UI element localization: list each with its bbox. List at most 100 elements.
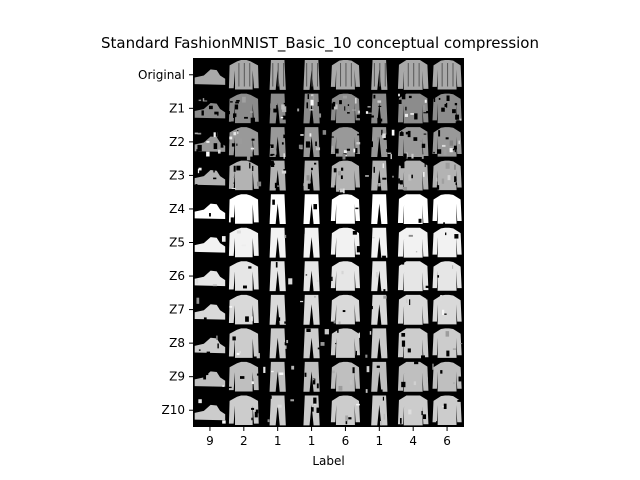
noise-mark <box>229 136 233 140</box>
noise-mark <box>316 407 320 413</box>
noise-mark <box>194 165 197 168</box>
noise-mark <box>452 265 454 269</box>
trouser-mark <box>303 93 320 124</box>
noise-mark <box>366 217 368 221</box>
cell-z8-col7 <box>397 328 429 360</box>
cell-z3-col3 <box>263 160 292 195</box>
noise-mark <box>370 174 372 179</box>
noise-mark <box>302 229 305 234</box>
cell-z6-col6 <box>371 261 388 293</box>
y-tick-label: Z3 <box>169 168 185 182</box>
noise-mark <box>263 366 266 373</box>
noise-mark <box>197 132 202 135</box>
noise-mark <box>382 177 387 180</box>
cell-z6-col5 <box>330 261 361 291</box>
noise-mark <box>390 154 392 160</box>
noise-mark <box>280 116 284 119</box>
cell-z3-col8 <box>432 160 462 191</box>
noise-mark <box>220 228 223 232</box>
noise-mark <box>316 279 319 283</box>
noise-mark <box>331 145 334 153</box>
noise-mark <box>323 116 326 118</box>
cell-z4-col7 <box>397 194 429 225</box>
noise-mark <box>413 137 418 141</box>
noise-mark <box>213 177 217 180</box>
noise-mark <box>392 161 397 166</box>
cell-z2-col1 <box>194 131 226 157</box>
noise-mark <box>298 299 301 303</box>
pullover-mark <box>228 127 259 157</box>
noise-mark <box>401 340 406 347</box>
noise-mark <box>345 420 348 425</box>
cell-z6-col3 <box>269 261 293 292</box>
y-tick-label: Z2 <box>169 135 185 149</box>
noise-mark <box>338 385 343 391</box>
noise-mark <box>364 151 369 157</box>
noise-mark <box>203 374 207 380</box>
noise-mark <box>339 100 342 105</box>
cell-z10-col7 <box>397 395 429 426</box>
noise-mark <box>438 130 441 137</box>
noise-mark <box>222 384 225 387</box>
y-tick-label: Original <box>138 68 185 82</box>
noise-mark <box>300 300 304 303</box>
cell-z10-col5 <box>330 395 361 425</box>
noise-mark <box>436 185 440 190</box>
noise-mark <box>214 111 219 115</box>
noise-mark <box>308 142 311 145</box>
noise-mark <box>250 117 255 124</box>
noise-mark <box>452 348 456 350</box>
cell-z4-col4 <box>303 194 320 225</box>
noise-mark <box>367 105 370 111</box>
noise-mark <box>436 421 438 426</box>
noise-mark <box>449 148 453 153</box>
trouser-mark <box>303 361 320 392</box>
cell-z8-col6 <box>365 328 394 359</box>
noise-mark <box>441 178 445 184</box>
noise-mark <box>357 110 361 114</box>
cell-z1-col7 <box>397 93 429 124</box>
noise-mark <box>334 185 336 190</box>
noise-mark <box>443 149 447 156</box>
noise-mark <box>424 99 427 103</box>
noise-mark <box>382 255 386 259</box>
noise-mark <box>426 294 429 300</box>
noise-mark <box>250 147 255 150</box>
noise-mark <box>281 142 284 145</box>
noise-mark <box>410 174 413 179</box>
noise-mark <box>198 167 202 171</box>
noise-mark <box>338 171 341 176</box>
sneaker-mark <box>194 404 226 421</box>
noise-mark <box>382 396 385 401</box>
noise-mark <box>310 99 314 106</box>
cell-z9-col3 <box>263 361 295 392</box>
cell-z2-col4 <box>298 127 327 157</box>
noise-mark <box>411 153 414 159</box>
trouser-mark <box>269 227 286 258</box>
noise-mark <box>303 183 305 187</box>
noise-mark <box>233 176 235 178</box>
noise-mark <box>449 140 454 146</box>
texture-mark <box>277 63 279 87</box>
noise-mark <box>408 409 412 415</box>
noise-mark <box>300 134 304 136</box>
noise-mark <box>267 101 269 107</box>
noise-mark <box>290 399 295 402</box>
cell-z1-col8 <box>432 93 462 124</box>
noise-mark <box>286 339 289 344</box>
noise-mark <box>343 188 345 194</box>
cell-z7-col7 <box>397 294 429 325</box>
noise-mark <box>320 98 323 102</box>
noise-mark <box>290 112 293 117</box>
noise-mark <box>222 98 225 103</box>
noise-mark <box>365 389 368 393</box>
cell-z10-col2 <box>228 395 259 425</box>
noise-mark <box>283 153 285 159</box>
cell-z9-col8 <box>432 361 462 392</box>
cell-z5-col4 <box>302 227 327 258</box>
texture-mark <box>311 63 313 87</box>
cell-z7-col3 <box>262 294 287 325</box>
noise-mark <box>330 136 334 138</box>
noise-mark <box>437 149 442 154</box>
noise-mark <box>337 329 339 333</box>
